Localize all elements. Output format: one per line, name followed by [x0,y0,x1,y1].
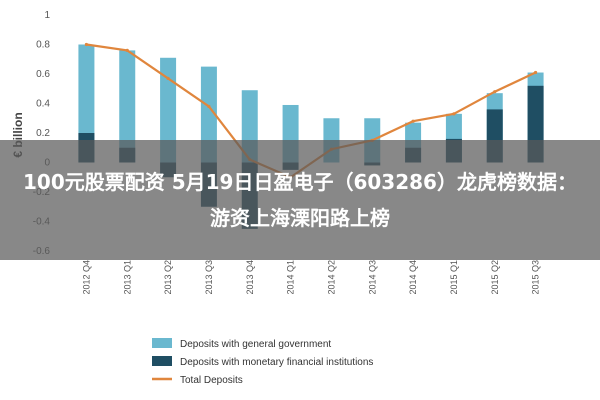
legend-label: Deposits with general government [180,339,331,350]
x-tick-label: 2014 Q1 [286,260,296,295]
y-tick-label: 0.8 [36,40,50,51]
x-tick-label: 2014 Q4 [408,260,418,295]
x-tick-label: 2014 Q3 [367,260,377,295]
x-tick-label: 2013 Q1 [122,260,132,295]
y-tick-label: 0.6 [36,69,50,80]
y-tick-label: 1 [44,10,50,21]
x-tick-label: 2014 Q2 [326,260,336,295]
x-tick-label: 2015 Q1 [449,260,459,295]
total-deposits-point [207,104,211,109]
total-deposits-point [84,42,89,47]
y-tick-label: 0.2 [36,128,50,139]
total-deposits-point [493,90,497,94]
x-tick-label: 2013 Q2 [163,260,173,295]
total-deposits-point [533,70,538,75]
legend-label: Total Deposits [180,375,243,386]
total-deposits-point [452,112,456,116]
x-tick-label: 2013 Q3 [204,260,214,295]
x-tick-label: 2012 Q4 [81,260,91,295]
y-tick-label: 0.4 [36,99,50,110]
bar-general-government [119,50,136,163]
bar-general-government [160,57,177,163]
x-tick-label: 2015 Q3 [531,260,541,295]
total-deposits-point [411,119,415,123]
title-banner: 100元股票配资 5月19日日盈电子（603286）龙虎榜数据：游资上海溧阳路上… [0,140,600,260]
legend-swatch [152,356,172,366]
legend-swatch [152,338,172,348]
legend-label: Deposits with monetary financial institu… [180,357,373,368]
article-title: 100元股票配资 5月19日日盈电子（603286）龙虎榜数据：游资上海溧阳路上… [23,170,577,230]
bar-general-government [200,66,217,163]
x-tick-label: 2013 Q4 [245,260,255,295]
total-deposits-point [125,48,129,53]
x-tick-label: 2015 Q2 [490,260,500,295]
total-deposits-point [166,76,170,81]
legend: Deposits with general government Deposits… [152,338,373,386]
x-axis: 2012 Q4 2013 Q1 2013 Q2 2013 Q3 2013 Q4 2014 … [81,260,540,295]
